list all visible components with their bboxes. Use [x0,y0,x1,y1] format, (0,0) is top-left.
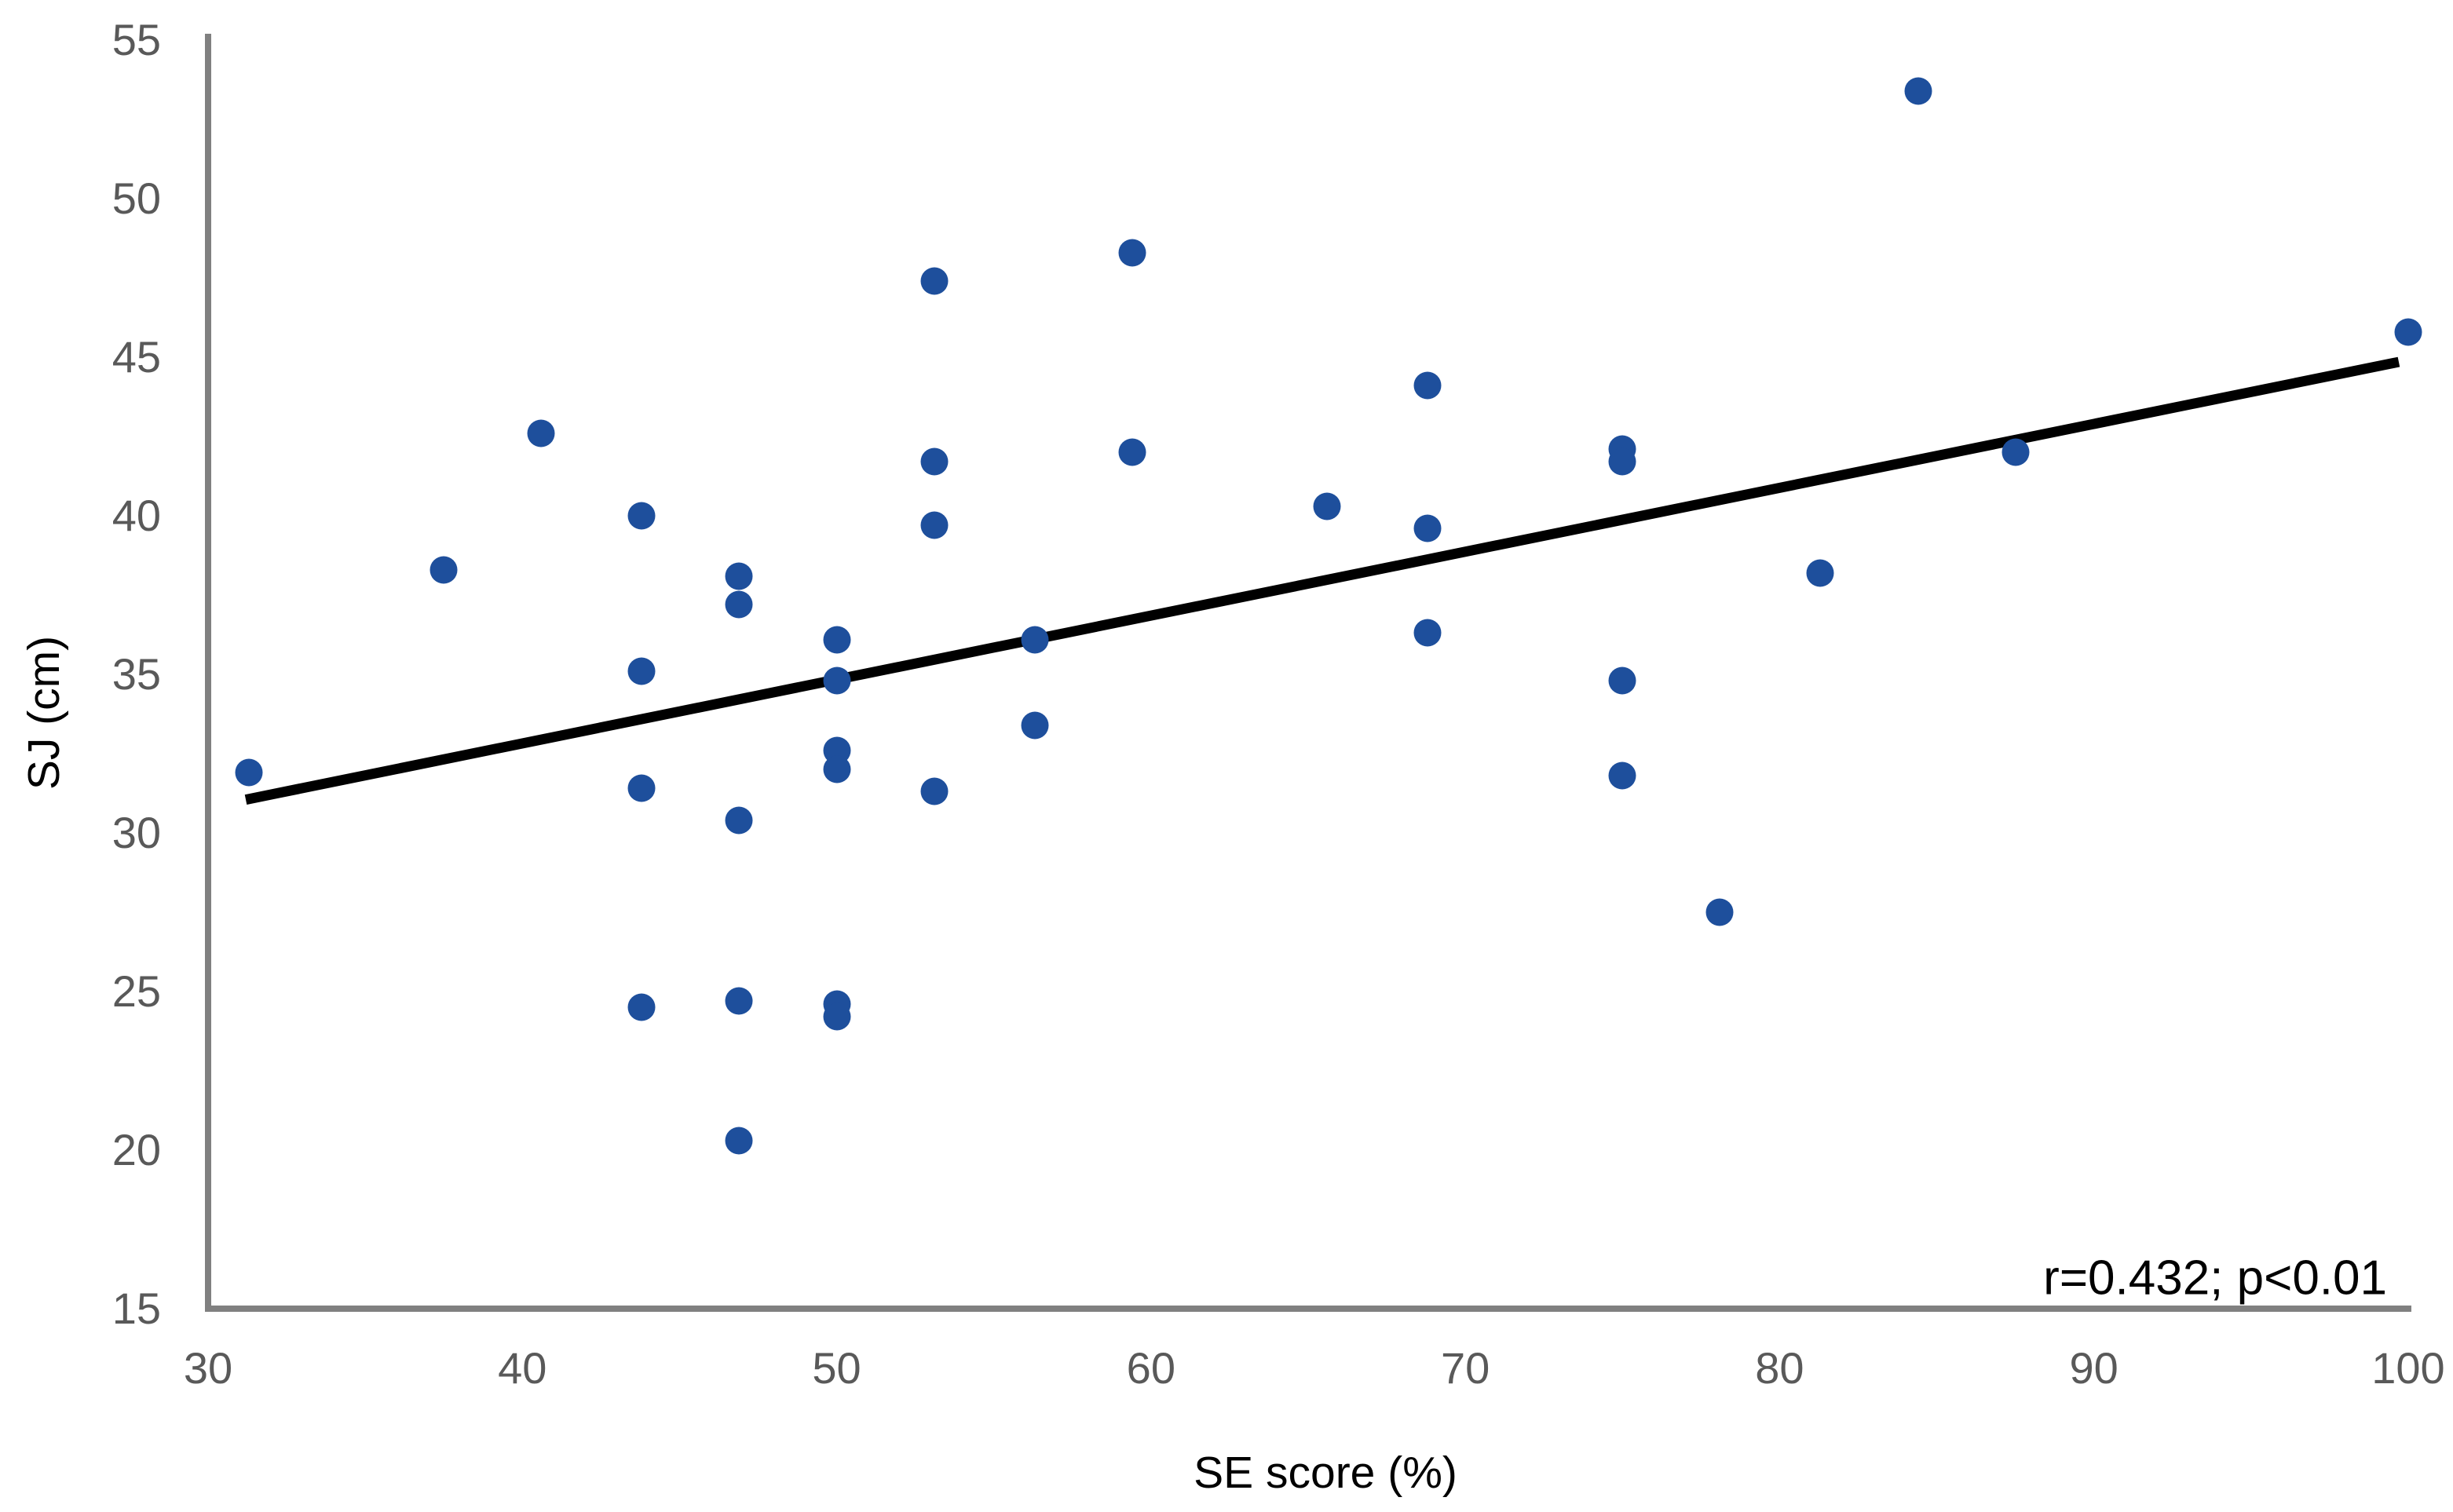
scatter-point [1705,898,1734,926]
scatter-point [2002,438,2030,466]
x-tick-label: 60 [1126,1343,1175,1393]
y-tick-label: 55 [112,15,161,64]
scatter-point [1118,239,1146,267]
scatter-point [920,511,949,539]
scatter-point [1313,492,1341,520]
y-tick-label: 20 [112,1125,161,1174]
scatter-point [1413,514,1442,542]
scatter-point [2394,318,2422,346]
x-tick-label: 50 [812,1343,861,1393]
scatter-point [823,755,851,783]
x-tick-label: 30 [183,1343,233,1393]
y-tick-label: 50 [112,173,161,223]
scatter-point [920,777,949,805]
scatter-point [920,447,949,476]
x-tick-label: 40 [498,1343,547,1393]
scatter-point [1118,438,1146,466]
y-tick-label: 30 [112,808,161,857]
y-tick-label: 15 [112,1284,161,1333]
x-axis-title: SE score (%) [1194,1448,1457,1498]
scatter-point [1806,559,1834,587]
scatter-point [725,562,753,590]
scatter-point [1021,711,1049,740]
y-axis-title: SJ (cm) [19,635,69,791]
scatter-point [725,1127,753,1155]
y-tick-label: 45 [112,332,161,382]
x-tick-label: 80 [1755,1343,1804,1393]
scatter-point [823,667,851,695]
scatter-point [527,419,555,447]
scatter-point [1413,371,1442,400]
scatter-point [627,993,656,1021]
scatter-point [1608,761,1636,790]
y-tick-label: 25 [112,966,161,1016]
scatter-point [627,657,656,685]
scatter-point [823,1003,851,1031]
scatter-point [1904,77,1932,105]
correlation-annotation: r=0.432; p<0.01 [2043,1251,2387,1306]
scatter-point [920,267,949,295]
x-tick-label: 100 [2371,1343,2445,1393]
scatter-point [823,626,851,654]
y-tick-label: 40 [112,491,161,540]
x-tick-label: 90 [2069,1343,2118,1393]
scatter-point [627,774,656,802]
scatter-point [725,806,753,835]
scatter-point [1021,626,1049,654]
scatter-point [1608,667,1636,695]
scatter-point [430,556,458,584]
scatter-point [1413,619,1442,647]
scatter-point [235,758,263,787]
scatter-point [725,987,753,1015]
scatter-point [627,502,656,530]
trend-line [244,356,2400,805]
scatter-point [1608,447,1636,476]
x-tick-label: 70 [1440,1343,1490,1393]
y-tick-label: 35 [112,649,161,699]
scatter-point [725,590,753,619]
